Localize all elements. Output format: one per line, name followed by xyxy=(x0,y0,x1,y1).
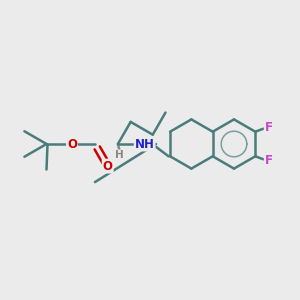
Text: O: O xyxy=(103,160,113,172)
Text: F: F xyxy=(265,121,273,134)
Text: F: F xyxy=(265,154,273,167)
Text: NH: NH xyxy=(135,137,155,151)
Text: O: O xyxy=(67,137,77,151)
Text: H: H xyxy=(115,150,124,161)
